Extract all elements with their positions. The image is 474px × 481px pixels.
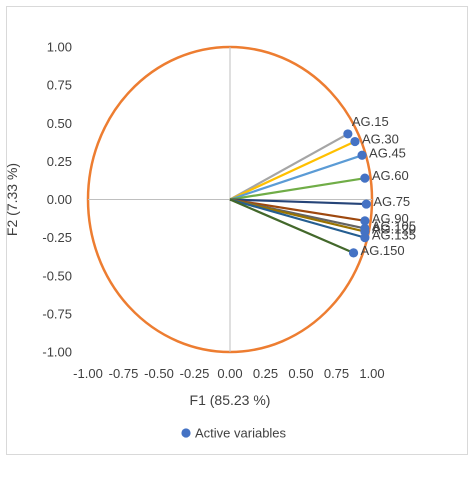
vector-line	[229, 198, 354, 254]
y-tick-label: -0.25	[42, 230, 72, 245]
chart-frame	[6, 6, 468, 455]
x-axis-title: F1 (85.23 %)	[190, 392, 271, 408]
point-label: AG.120	[372, 222, 416, 237]
point-label: AG.60	[372, 168, 409, 183]
data-point	[343, 129, 353, 139]
x-tick-label: 0.75	[324, 366, 349, 381]
vector-line	[229, 177, 366, 201]
y-tick-label: -0.50	[42, 268, 72, 283]
y-tick-label: -1.00	[42, 345, 72, 360]
vector-line	[229, 198, 366, 222]
point-label: AG.150	[361, 243, 405, 258]
data-point	[357, 150, 367, 160]
data-point	[360, 216, 370, 226]
data-point	[348, 248, 359, 258]
vector-line	[229, 132, 349, 201]
y-tick-label: 0.25	[47, 154, 72, 169]
point-label: AG.135	[372, 228, 416, 243]
point-label: AG.75	[373, 194, 410, 209]
correlation-circle-chart: -1.00 -0.75 -0.50 -0.25 0.00 0.25 0.50 0.75 1.00…	[4, 40, 416, 441]
point-label: AG.105	[372, 218, 416, 233]
vector-line	[229, 154, 363, 201]
x-tick-label: 0.00	[217, 366, 242, 381]
point-label: AG.15	[352, 114, 389, 129]
x-tick-label: -1.00	[73, 366, 103, 381]
y-tick-label: 0.75	[47, 78, 72, 93]
point-label: AG.30	[362, 132, 399, 147]
point-label: AG.45	[369, 145, 406, 160]
data-point	[360, 233, 370, 243]
x-tick-label: 0.50	[288, 366, 313, 381]
legend-marker	[181, 428, 191, 438]
data-point	[360, 173, 370, 183]
x-tick-label: -0.75	[109, 366, 139, 381]
y-tick-label: 0.50	[47, 116, 72, 131]
vector-line	[229, 140, 356, 201]
y-tick-label: -0.75	[42, 306, 72, 321]
x-tick-label: 1.00	[359, 366, 384, 381]
x-tick-label: -0.50	[144, 366, 174, 381]
legend-label: Active variables	[195, 426, 287, 441]
point-label: AG.90	[372, 211, 409, 226]
data-point	[361, 199, 371, 209]
vector-line	[229, 198, 367, 206]
x-tick-label: -0.25	[180, 366, 210, 381]
x-tick-label: 0.25	[253, 366, 278, 381]
data-point	[350, 136, 360, 147]
y-tick-label: 1.00	[47, 40, 72, 55]
vector-line	[229, 198, 366, 239]
y-tick-label: 0.00	[47, 192, 72, 207]
y-axis-title: F2 (7.33 %)	[4, 163, 20, 236]
